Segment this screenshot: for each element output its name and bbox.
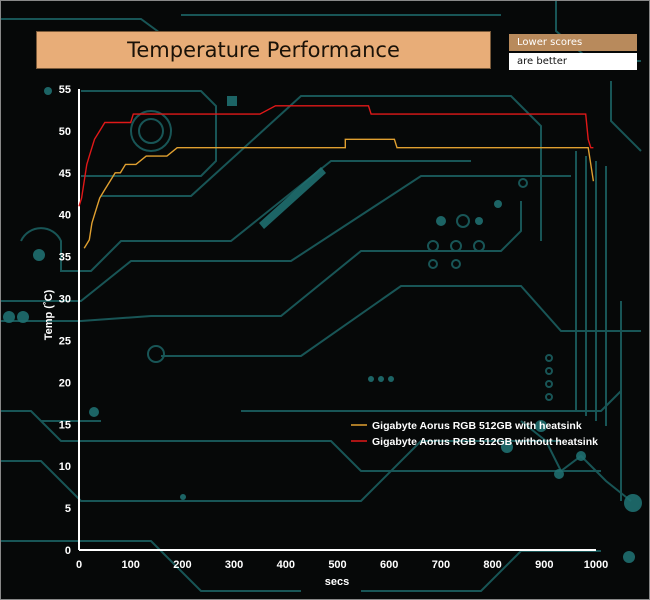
x-tick-label: 300: [225, 559, 243, 571]
y-tick-label: 15: [59, 419, 71, 431]
note-lower-scores: Lower scores: [509, 34, 637, 51]
x-tick-label: 600: [380, 559, 398, 571]
y-tick-label: 30: [59, 294, 71, 306]
legend-label-with-heatsink: Gigabyte Aorus RGB 512GB with heatsink: [372, 420, 582, 432]
x-tick-label: 700: [432, 559, 450, 571]
y-tick-label: 45: [59, 168, 71, 180]
y-tick-label: 5: [65, 503, 71, 515]
x-tick-label: 100: [122, 559, 140, 571]
y-tick-label: 50: [59, 126, 71, 138]
x-tick-label: 0: [76, 559, 82, 571]
series-layer: [78, 105, 595, 249]
x-tick-label: 1000: [584, 559, 608, 571]
y-tick-label: 0: [65, 545, 71, 557]
y-axis-label: Temp (˚C): [43, 289, 55, 340]
x-tick-label: 800: [483, 559, 501, 571]
x-tick-label: 900: [535, 559, 553, 571]
note-are-better: are better: [509, 53, 637, 70]
x-axis-label: secs: [325, 576, 349, 588]
x-tick-label: 200: [173, 559, 191, 571]
chart-title: Temperature Performance: [36, 31, 491, 69]
y-tick-label: 20: [59, 377, 71, 389]
y-tick-label: 10: [59, 461, 71, 473]
y-tick-label: 55: [59, 84, 71, 96]
y-tick-label: 40: [59, 210, 71, 222]
x-tick-label: 500: [328, 559, 346, 571]
legend: Gigabyte Aorus RGB 512GB with heatsink G…: [351, 420, 598, 448]
y-tick-label: 25: [59, 335, 71, 347]
y-axis-ticks: 0 5 10 15 20 25 30 35 40 45 50 55: [59, 84, 71, 557]
series-line-with-heatsink: [83, 138, 595, 249]
y-tick-label: 35: [59, 252, 71, 264]
series-line-without-heatsink: [78, 105, 594, 207]
x-axis-ticks: 0 100 200 300 400 500 600 700 800 900 1000: [76, 559, 608, 571]
legend-label-without-heatsink: Gigabyte Aorus RGB 512GB without heatsin…: [372, 436, 598, 448]
x-tick-label: 400: [277, 559, 295, 571]
